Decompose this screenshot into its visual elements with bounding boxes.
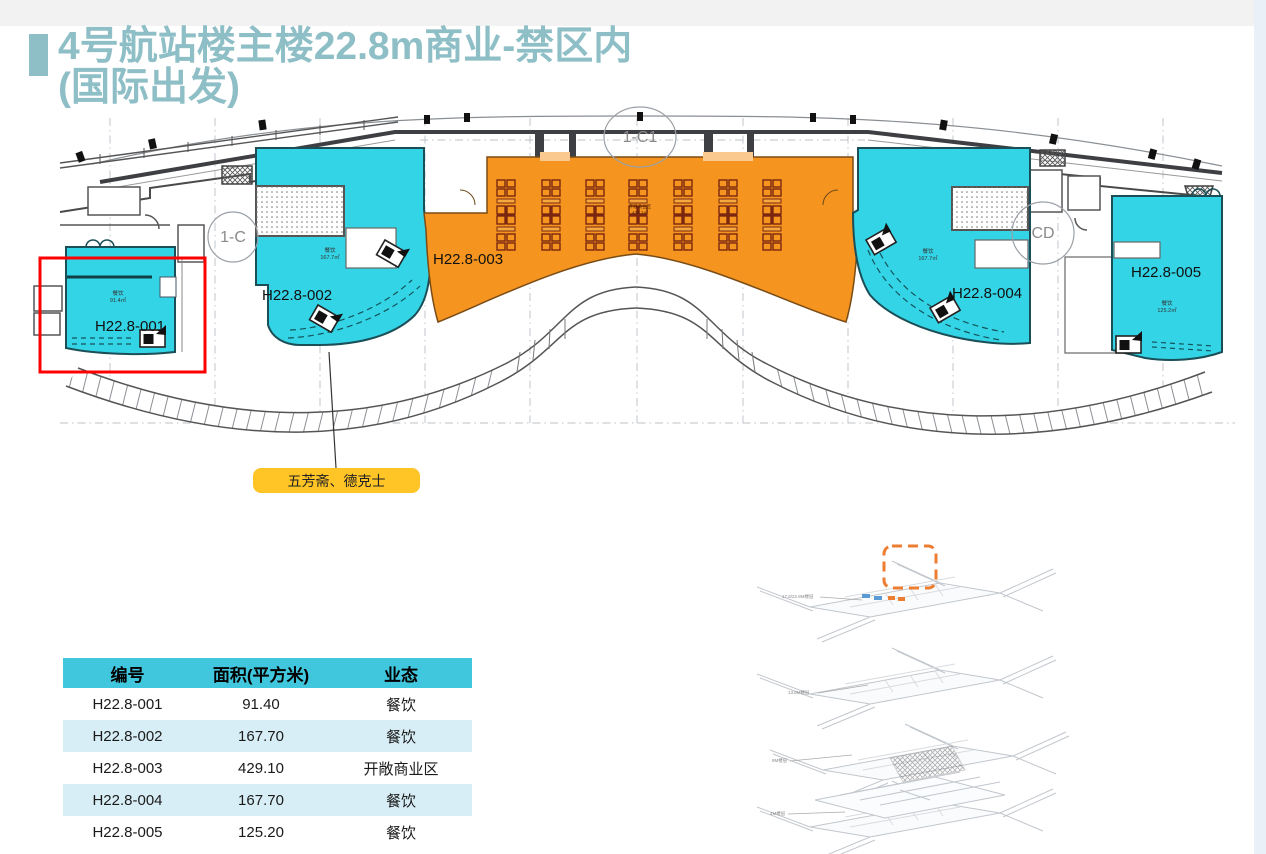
unit-label: H22.8-004 xyxy=(952,285,1022,302)
title-accent-bar xyxy=(29,34,48,76)
table-row: H22.8-002 167.70 餐饮 xyxy=(63,720,472,752)
unit-id-cell: H22.8-004 xyxy=(63,784,192,816)
table-header-row: 编号 面积(平方米) 业态 xyxy=(63,658,472,688)
table-row: H22.8-001 91.40 餐饮 xyxy=(63,688,472,720)
iso-base-plate xyxy=(814,771,1006,819)
unit-data-table: 编号 面积(平方米) 业态 H22.8-001 91.40 餐饮 H22.8-0… xyxy=(63,658,472,848)
svg-text:167.7㎡: 167.7㎡ xyxy=(918,254,938,262)
iso-level-label: 17.6/22.8M楼层 xyxy=(782,593,814,600)
unit-id-cell: H22.8-002 xyxy=(63,720,192,752)
unit-label: H22.8-001 xyxy=(95,318,165,335)
column-marks xyxy=(75,112,1202,170)
grid-bubble-label: 1-C1 xyxy=(623,129,658,146)
unit-004: 餐饮 167.7㎡ H22.8-004 xyxy=(851,147,1031,345)
table-row: H22.8-003 429.10 开敞商业区 xyxy=(63,752,472,784)
svg-text:餐饮: 餐饮 xyxy=(1161,299,1173,307)
svg-text:开敞商业区: 开敞商业区 xyxy=(629,203,652,210)
svg-text:91.4㎡: 91.4㎡ xyxy=(110,296,127,304)
grid-bubbles xyxy=(207,106,1075,265)
unit-005: 餐饮 125.2㎡ H22.8-005 xyxy=(1111,188,1223,361)
svg-text:429.1㎡: 429.1㎡ xyxy=(632,209,648,215)
svg-text:125.2㎡: 125.2㎡ xyxy=(1157,306,1177,314)
area-cell: 167.70 xyxy=(192,720,330,752)
svg-text:167.7㎡: 167.7㎡ xyxy=(320,253,340,261)
iso-commercial-marks xyxy=(862,594,905,601)
unit-label: H22.8-003 xyxy=(433,251,503,268)
area-cell: 167.70 xyxy=(192,784,330,816)
iso-level-label: 4M楼层 xyxy=(770,810,786,817)
unit-001: 餐饮 91.4㎡ H22.8-001 xyxy=(65,239,183,356)
table-row: H22.8-005 125.20 餐饮 xyxy=(63,816,472,848)
unit-id-cell: H22.8-003 xyxy=(92,759,163,777)
iso-diagram: 17.6/22.8M楼层 13.6M楼层 8M楼层 4M楼层 xyxy=(756,544,1070,854)
svg-text:餐饮: 餐饮 xyxy=(112,289,124,297)
iso-level-label: 13.6M楼层 xyxy=(788,689,810,696)
iso-level-label: 8M楼层 xyxy=(772,757,788,764)
type-cell: 开敞商业区 xyxy=(363,760,439,778)
callout-leader-line xyxy=(328,351,337,469)
header-unit-id: 编号 xyxy=(63,658,192,688)
type-cell: 餐饮 xyxy=(385,696,416,714)
header-business-type: 业态 xyxy=(330,658,472,688)
area-cell: 125.20 xyxy=(238,823,284,841)
title-line-2: (国际出发) xyxy=(58,66,240,109)
table-row: H22.8-004 167.70 餐饮 xyxy=(63,784,472,816)
unit-label: H22.8-002 xyxy=(262,287,332,304)
type-cell: 餐饮 xyxy=(385,824,416,842)
iso-hatch-block xyxy=(889,745,966,783)
unit-002: 餐饮 167.7㎡ H22.8-002 xyxy=(255,147,432,346)
unit-label: H22.8-005 xyxy=(1131,264,1201,281)
highlight-red-box xyxy=(38,256,207,374)
slide-top-strip xyxy=(0,0,1266,26)
left-wing-rooms xyxy=(33,165,253,336)
grid-bubble-label: CD xyxy=(1031,225,1054,242)
unit-003: 开敞商业区 429.1㎡ H22.8-003 xyxy=(423,152,859,323)
header-area: 面积(平方米) xyxy=(192,658,330,688)
title-line-1: 4号航站楼主楼22.8m商业-禁区内 xyxy=(58,25,633,68)
svg-text:餐饮: 餐饮 xyxy=(324,246,336,254)
type-cell: 餐饮 xyxy=(330,720,472,752)
tenant-callout: 五芳斋、德克士 xyxy=(253,468,420,493)
unit-id-cell: H22.8-001 xyxy=(92,695,163,713)
type-cell: 餐饮 xyxy=(330,784,472,816)
area-cell: 429.10 xyxy=(238,759,284,777)
svg-text:餐饮: 餐饮 xyxy=(922,247,934,255)
grid-bubble-label: 1-C xyxy=(220,229,246,246)
walkway-band xyxy=(65,286,1213,435)
unit-id-cell: H22.8-005 xyxy=(92,823,163,841)
page-title: 4号航站楼主楼22.8m商业-禁区内 (国际出发) xyxy=(58,26,632,108)
slide-right-strip xyxy=(1254,0,1266,854)
area-cell: 91.40 xyxy=(242,695,280,713)
iso-highlight-dashed xyxy=(882,544,938,590)
